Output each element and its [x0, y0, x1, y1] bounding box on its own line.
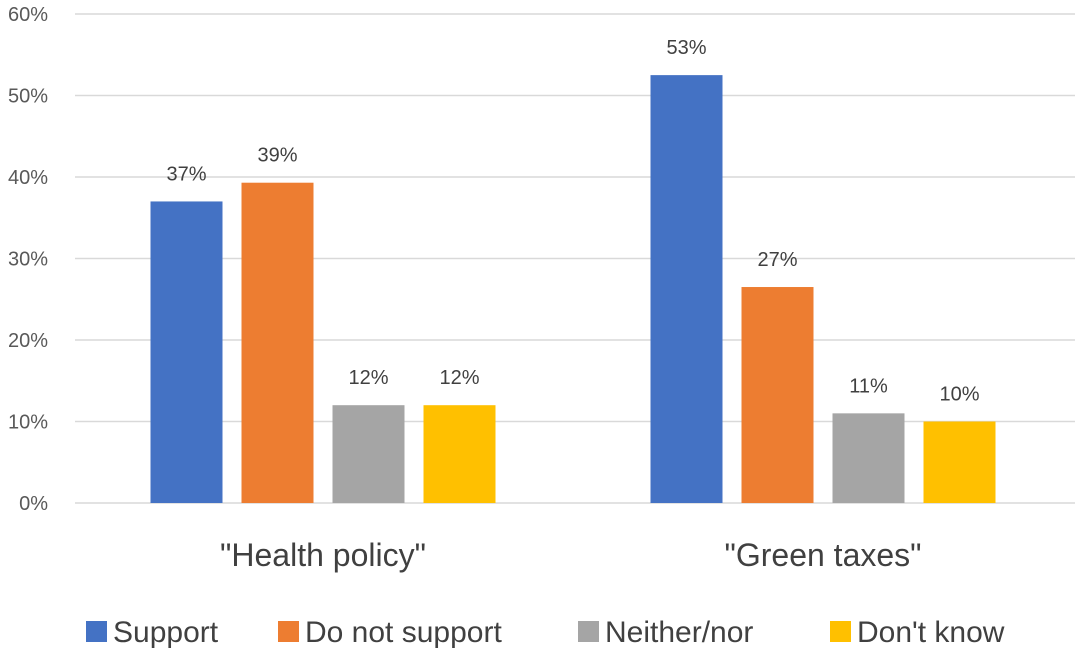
legend-swatch: [830, 621, 851, 642]
bar: [150, 201, 223, 503]
data-labels: 37% 39% 12% 12% 53% 27% 11% 10%: [166, 37, 979, 405]
bars: [150, 75, 996, 503]
legend-label: Don't know: [857, 616, 1005, 648]
bar: [241, 182, 314, 503]
data-label: 27%: [757, 249, 797, 271]
data-label: 11%: [849, 375, 888, 397]
bar: [650, 75, 723, 503]
data-label: 39%: [257, 145, 297, 167]
y-tick-label: 0%: [19, 493, 48, 515]
bar: [923, 421, 996, 503]
legend: Support Do not support Neither/nor Don't kn…: [86, 616, 1005, 648]
legend-label: Neither/nor: [605, 616, 753, 648]
y-tick-label: 20%: [8, 330, 48, 352]
legend-label: Support: [113, 616, 219, 648]
data-label: 12%: [439, 367, 479, 389]
x-axis-category-labels: "Health policy" "Green taxes": [220, 537, 921, 573]
legend-label: Do not support: [305, 616, 502, 648]
data-label: 12%: [348, 367, 388, 389]
y-tick-label: 50%: [8, 86, 48, 108]
category-label: "Health policy": [220, 537, 426, 573]
bar: [332, 405, 405, 503]
y-axis-tick-labels: 0% 10% 20% 30% 40% 50% 60%: [8, 4, 48, 515]
y-tick-label: 60%: [8, 4, 48, 26]
bar: [741, 287, 814, 503]
legend-swatch: [578, 621, 599, 642]
data-label: 53%: [666, 37, 706, 59]
category-label: "Green taxes": [724, 537, 921, 573]
legend-swatch: [86, 621, 107, 642]
bar: [423, 405, 496, 503]
data-label: 10%: [939, 384, 979, 406]
data-label: 37%: [166, 163, 206, 185]
y-tick-label: 40%: [8, 167, 48, 189]
y-tick-label: 30%: [8, 249, 48, 271]
legend-swatch: [278, 621, 299, 642]
bar: [832, 413, 905, 503]
y-tick-label: 10%: [8, 412, 48, 434]
